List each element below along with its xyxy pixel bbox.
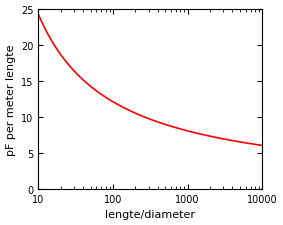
Y-axis label: pF per meter lengte: pF per meter lengte — [6, 44, 16, 155]
X-axis label: lengte/diameter: lengte/diameter — [105, 209, 195, 219]
